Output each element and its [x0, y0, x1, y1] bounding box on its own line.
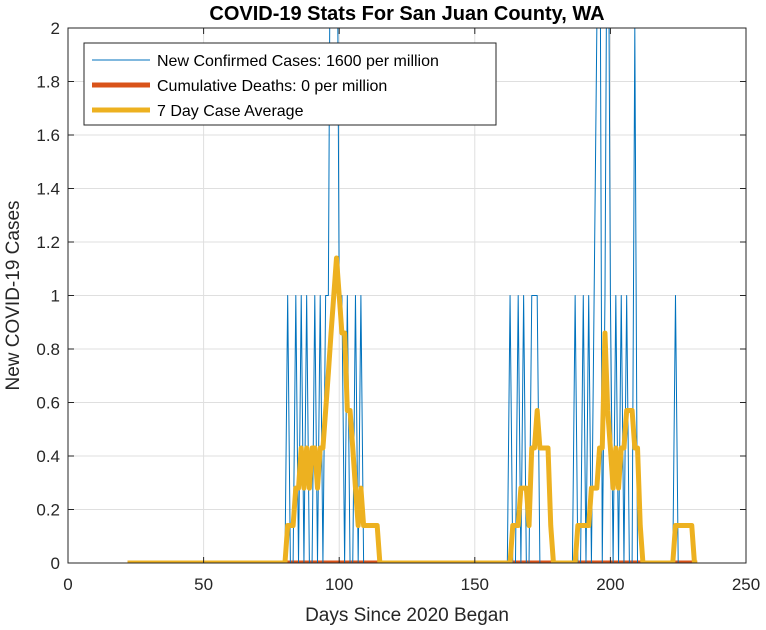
x-tick-label: 150	[461, 575, 489, 594]
x-tick-label: 0	[63, 575, 72, 594]
x-tick-label: 50	[194, 575, 213, 594]
legend-box	[83, 42, 497, 126]
x-tick-label: 200	[596, 575, 624, 594]
y-tick-label: 1	[51, 287, 60, 306]
x-axis-label: Days Since 2020 Began	[305, 605, 509, 626]
series-line-3	[127, 255, 698, 563]
y-tick-label: 1.4	[36, 180, 60, 199]
legend-label-1: New Confirmed Cases: 1600 per million	[157, 53, 439, 70]
y-tick-label: 0.8	[36, 340, 60, 359]
y-axis-label: New COVID-19 Cases	[3, 200, 24, 390]
legend-label-3: 7 Day Case Average	[157, 103, 304, 120]
x-tick-label: 250	[732, 575, 760, 594]
y-tick-label: 2	[51, 19, 60, 38]
y-tick-label: 1.2	[36, 233, 60, 252]
legend: New Confirmed Cases: 1600 per million Cum…	[83, 42, 497, 126]
legend-label-2: Cumulative Deaths: 0 per million	[157, 78, 387, 95]
y-tick-label: 0.2	[36, 501, 60, 520]
series-layer	[127, 28, 698, 563]
series-line-1	[127, 28, 698, 563]
axis-ticks: 0 50 100 150 200 250 0 0.2 0.4 0.6 0.8 1 1.2 1.4 1.6 1.…	[36, 19, 760, 594]
chart-title: COVID-19 Stats For San Juan County, WA	[209, 3, 604, 25]
y-tick-label: 0.6	[36, 394, 60, 413]
y-tick-label: 0.4	[36, 447, 60, 466]
x-tick-label: 100	[325, 575, 353, 594]
y-tick-label: 1.8	[36, 73, 60, 92]
y-tick-label: 0	[51, 554, 60, 573]
y-tick-label: 1.6	[36, 126, 60, 145]
